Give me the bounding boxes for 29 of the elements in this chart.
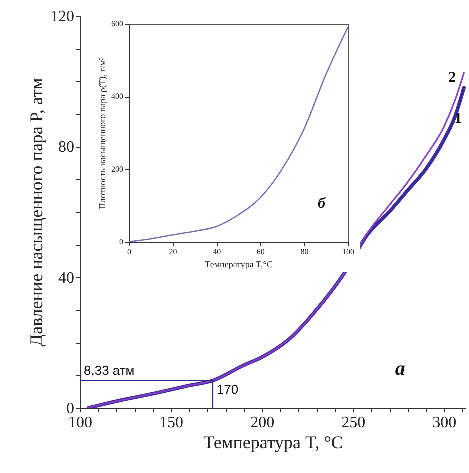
annotation: 8,33 атм [84, 362, 135, 378]
x-tick-label: 150 [160, 414, 184, 432]
y-tick-label: 0 [120, 238, 124, 246]
x-tick-label: 60 [256, 248, 265, 256]
x-axis-title: Температура T,°C [205, 260, 273, 270]
series-label: 2 [448, 70, 456, 86]
annotation: 170 [216, 382, 239, 397]
y-tick-label: 200 [112, 164, 124, 174]
x-tick-label: 80 [300, 248, 309, 256]
y-tick-label: 0 [66, 400, 74, 418]
y-axis-title: Давление насыщенного пара P, атм [26, 78, 46, 347]
x-tick-label: 250 [342, 414, 366, 432]
x-tick-label: 20 [169, 248, 178, 256]
y-tick-label: 600 [112, 20, 124, 28]
y-tick-label: 80 [58, 139, 74, 156]
annotation: б [318, 196, 326, 212]
x-tick-label: 300 [432, 414, 457, 432]
y-tick-label: 400 [112, 92, 124, 102]
series-label: 1 [454, 110, 462, 127]
x-tick-label: 200 [250, 414, 275, 432]
x-axis-title: Температура T, °C [204, 432, 344, 452]
y-tick-label: 40 [58, 270, 74, 287]
y-axis-title: Плотность насыщенного пара ρ(T), г/м³ [98, 57, 108, 210]
x-tick-label: 40 [213, 248, 222, 256]
annotation: а [395, 358, 406, 380]
x-tick-label: 100 [342, 248, 354, 256]
y-tick-label: 120 [50, 8, 74, 26]
x-tick-label: 100 [68, 414, 92, 432]
x-tick-label: 0 [128, 248, 132, 256]
